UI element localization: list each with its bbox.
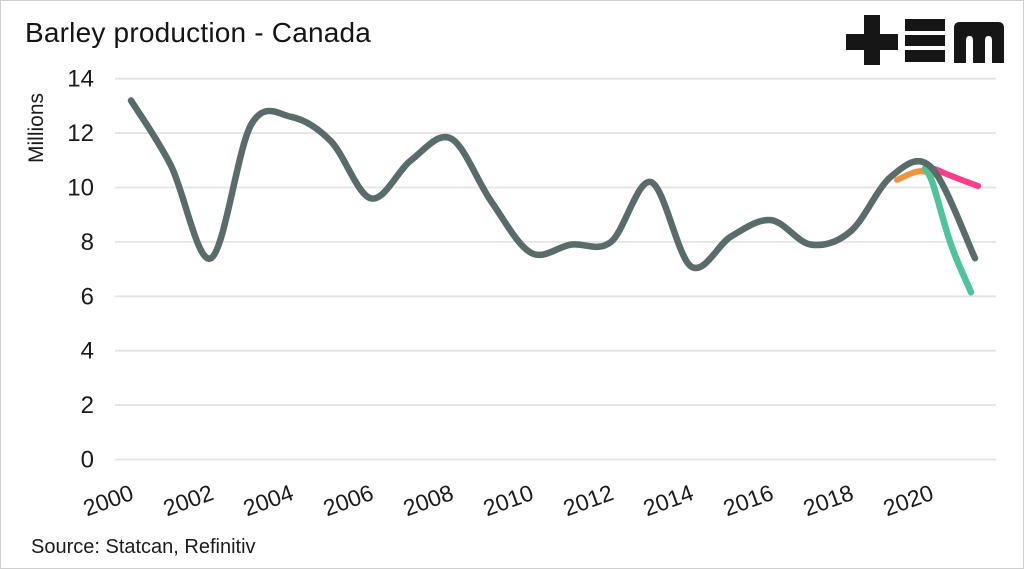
- y-tick-label-10: 10: [67, 175, 94, 202]
- x-axis-tick-labels: 2000 2002 2004 2006 2008 2010 2012 2014 2016 2018…: [80, 479, 937, 521]
- y-tick-label-4: 4: [81, 338, 94, 365]
- source-note: Source: Statcan, Refinitiv: [31, 536, 256, 558]
- plus-icon: [846, 15, 898, 65]
- y-tick-label-6: 6: [81, 283, 94, 310]
- y-axis-tick-labels: 0 2 4 6 8 10 12 14: [67, 66, 94, 474]
- x-tick-label-2002: 2002: [160, 479, 217, 521]
- x-tick-label-2004: 2004: [240, 479, 297, 521]
- triple-bar-icon: [905, 19, 945, 62]
- x-tick-label-2010: 2010: [480, 479, 537, 521]
- x-tick-label-2006: 2006: [320, 479, 377, 521]
- x-tick-label-2014: 2014: [640, 479, 697, 521]
- brand-logo: [846, 15, 1004, 65]
- page-title: Barley production - Canada: [25, 17, 372, 48]
- y-axis-label: Millions: [25, 93, 48, 163]
- m-glyph-icon: [954, 22, 1004, 63]
- barley-production-2000-2020-with-2021-estimate-line: [127, 97, 979, 272]
- y-tick-label-12: 12: [67, 120, 94, 147]
- x-tick-label-2016: 2016: [720, 479, 777, 521]
- y-tick-label-8: 8: [81, 229, 94, 256]
- x-tick-label-2000: 2000: [80, 479, 137, 521]
- series-lines: [127, 97, 982, 296]
- x-tick-label-2008: 2008: [400, 479, 457, 521]
- gridlines: [115, 77, 996, 461]
- y-tick-label-0: 0: [81, 447, 94, 474]
- x-tick-label-2020: 2020: [880, 479, 937, 521]
- green-2021-projection-line: [921, 165, 975, 296]
- y-tick-label-2: 2: [81, 392, 94, 419]
- x-tick-label-2018: 2018: [800, 479, 857, 521]
- x-tick-label-2012: 2012: [560, 479, 617, 521]
- pink-2021-projection-line: [932, 166, 982, 190]
- y-tick-label-14: 14: [67, 66, 94, 93]
